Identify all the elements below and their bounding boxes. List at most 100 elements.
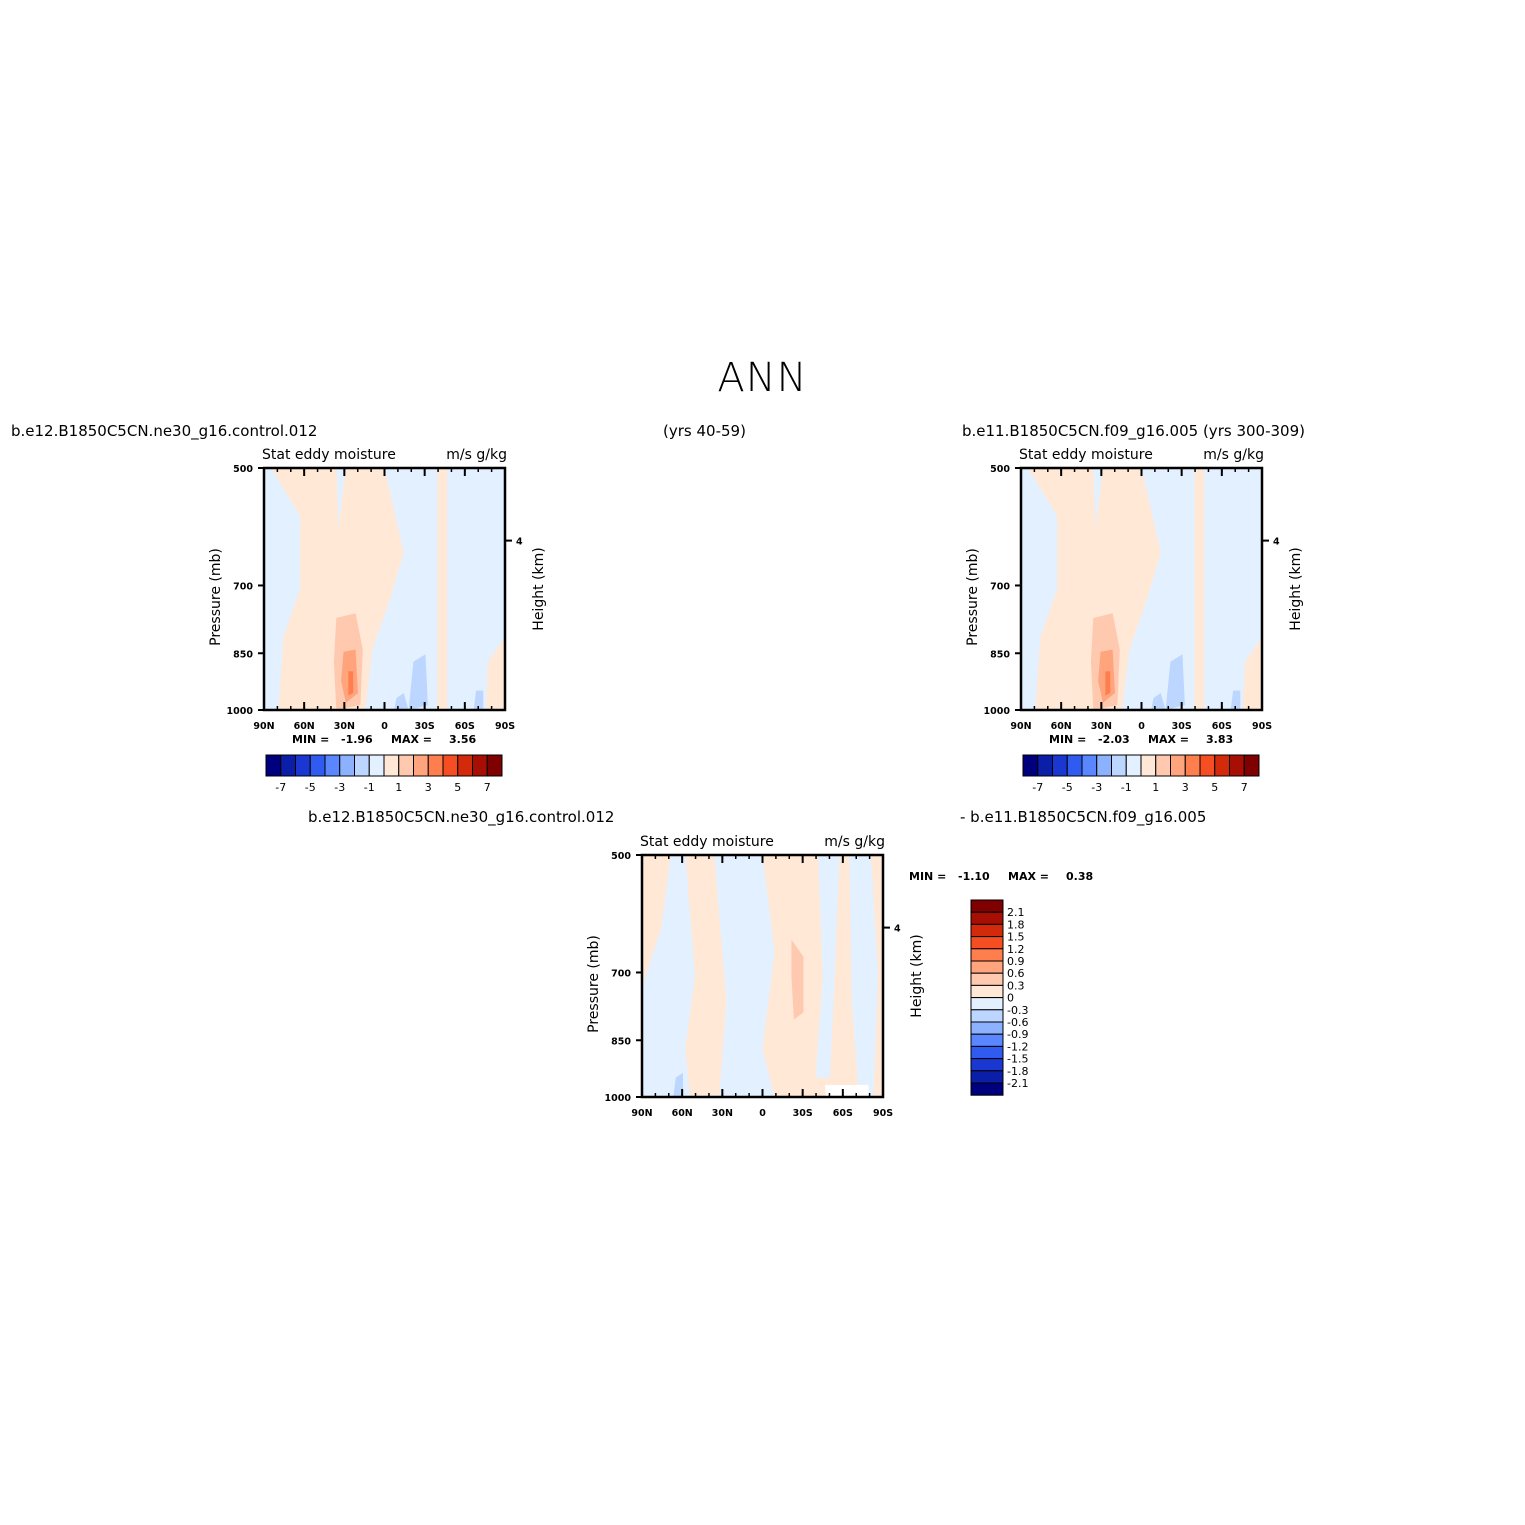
field-positive-2 — [437, 468, 448, 710]
colorbar-label: 0.6 — [1007, 967, 1025, 980]
colorbar-box — [413, 754, 429, 777]
x-tick-label: 60S — [455, 721, 475, 732]
colorbar-box — [970, 923, 1004, 938]
min-value: -2.03 — [1098, 733, 1130, 746]
colorbar-box — [1066, 754, 1083, 777]
colorbar-box — [1243, 754, 1260, 777]
colorbar-label: -1.5 — [1007, 1053, 1028, 1066]
x-tick-label: 60S — [1212, 721, 1232, 732]
diff-field-negative-1 — [642, 855, 696, 1097]
x-tick-label: 0 — [1138, 721, 1145, 732]
colorbar-box — [970, 972, 1004, 986]
colorbar-label: 5 — [454, 781, 461, 794]
max-label: MAX = — [1148, 733, 1189, 746]
colorbar-label: 3 — [425, 781, 432, 794]
chart-panel-1: Stat eddy moisture m/s g/kg 90N 60N 30N 0 30S 6… — [208, 447, 547, 794]
y-axis-label-right: Height (km) — [909, 934, 925, 1017]
x-tick-label: 90S — [495, 721, 515, 732]
field-negative-3 — [473, 690, 484, 710]
colorbar-label: -0.9 — [1007, 1028, 1028, 1041]
x-tick-label: 90N — [631, 1108, 652, 1119]
colorbar-label: -5 — [1062, 781, 1073, 794]
colorbar-box — [970, 936, 1004, 950]
y-tick-label: 700 — [233, 581, 253, 592]
colorbar-box — [970, 1045, 1004, 1060]
colorbar-label: -3 — [334, 781, 345, 794]
case-name-right: b.e11.B1850C5CN.f09_g16.005 (yrs 300-309… — [962, 422, 1305, 440]
colorbar-label: -3 — [1091, 781, 1102, 794]
y-tick-label: 850 — [990, 649, 1010, 660]
colorbar-box — [970, 1070, 1004, 1084]
colorbar-label: -0.6 — [1007, 1016, 1028, 1029]
colorbar-box — [309, 754, 326, 777]
colorbar-box — [1037, 754, 1053, 777]
colorbar-label: 0.3 — [1007, 979, 1025, 992]
max-label: MAX = — [1008, 870, 1049, 883]
diff-field-negative-2 — [714, 855, 775, 1097]
field-negative-1 — [408, 654, 428, 710]
colorbar-label: -1 — [1121, 781, 1132, 794]
colorbar-box — [970, 1058, 1004, 1072]
diff-case-b: - b.e11.B1850C5CN.f09_g16.005 — [960, 808, 1207, 826]
colorbar-label: 0 — [1007, 992, 1014, 1005]
min-value: -1.10 — [958, 870, 990, 883]
field-positive-core-3 — [1105, 671, 1111, 696]
field-positive-3 — [1242, 637, 1262, 710]
colorbar-label: 5 — [1211, 781, 1218, 794]
y-tick-label: 1000 — [227, 706, 254, 717]
colorbar-box — [1184, 754, 1201, 777]
colorbar-label: 7 — [1241, 781, 1248, 794]
y-axis-label-right: Height (km) — [1288, 547, 1304, 630]
colorbar-box — [324, 754, 341, 777]
x-tick-label: 90N — [253, 721, 274, 732]
colorbar-label: 1.2 — [1007, 943, 1025, 956]
colorbar-box — [339, 754, 355, 777]
colorbar-label: -7 — [275, 781, 286, 794]
field-positive-core-3 — [348, 671, 354, 696]
colorbar-label: -1.8 — [1007, 1065, 1028, 1078]
colorbar-label: 1.5 — [1007, 931, 1025, 944]
y-tick-label: 700 — [611, 968, 631, 979]
plot-title-right: m/s g/kg — [824, 834, 885, 850]
y-tick-label: 1000 — [605, 1093, 632, 1104]
x-tick-label: 60S — [833, 1108, 853, 1119]
case-name-left: b.e12.B1850C5CN.ne30_g16.control.012 — [11, 422, 318, 440]
colorbar-box — [1140, 754, 1157, 777]
x-tick-label: 30S — [793, 1108, 813, 1119]
min-value: -1.96 — [341, 733, 373, 746]
field-positive-1 — [1028, 468, 1161, 710]
colorbar-box — [457, 754, 473, 777]
field-negative-1 — [1165, 654, 1185, 710]
x-tick-label: 90N — [1010, 721, 1031, 732]
x-tick-label: 90S — [873, 1108, 893, 1119]
colorbar-box — [970, 911, 1004, 925]
y-axis-label: Pressure (mb) — [208, 548, 224, 646]
field-positive-2 — [1194, 468, 1205, 710]
y-right-tick-label: 4 — [516, 537, 523, 548]
colorbar-box — [265, 754, 282, 777]
x-tick-label: 30S — [1172, 721, 1192, 732]
x-tick-label: 60N — [294, 721, 315, 732]
colorbar-box — [1155, 754, 1171, 777]
y-tick-label: 500 — [233, 464, 253, 475]
colorbar-box — [970, 984, 1004, 999]
colorbar-box — [970, 1082, 1004, 1096]
colorbar-box — [970, 1009, 1004, 1023]
field-negative-2 — [394, 693, 409, 710]
colorbar-label: 7 — [484, 781, 491, 794]
page-title: ANN — [717, 355, 808, 401]
y-tick-label: 1000 — [984, 706, 1011, 717]
colorbar-box — [486, 754, 503, 777]
colorbar-box — [368, 754, 385, 777]
field-positive-1 — [271, 468, 404, 710]
colorbar-box — [1111, 754, 1127, 777]
colorbar-label: -1 — [364, 781, 375, 794]
plot-title-left: Stat eddy moisture — [262, 447, 396, 463]
colorbar-box — [1081, 754, 1098, 777]
max-value: 3.56 — [449, 733, 476, 746]
y-tick-label: 850 — [611, 1036, 631, 1047]
y-axis-label: Pressure (mb) — [586, 935, 602, 1033]
x-tick-label: 30N — [1091, 721, 1112, 732]
colorbar-box — [970, 899, 1004, 913]
x-tick-label: 60N — [1051, 721, 1072, 732]
